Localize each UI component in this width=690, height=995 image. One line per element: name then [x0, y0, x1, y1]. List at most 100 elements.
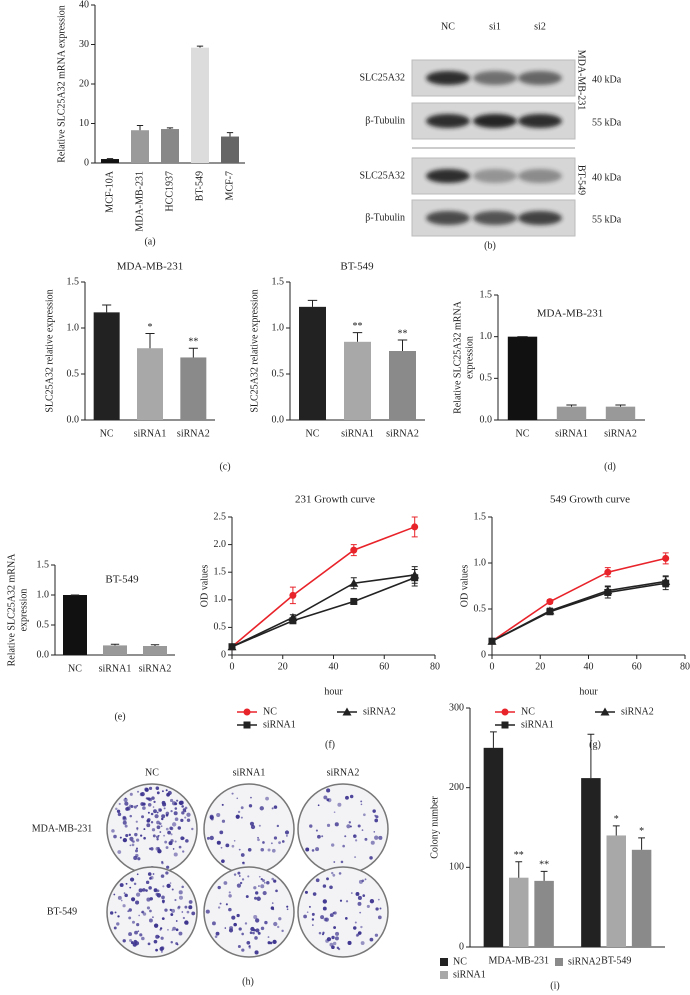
colony — [147, 802, 152, 807]
colony — [117, 915, 120, 918]
colony — [128, 833, 131, 836]
colony — [147, 942, 151, 946]
colony — [135, 838, 140, 842]
error-bar — [587, 733, 595, 779]
legend-label: NC — [453, 956, 467, 967]
y-tick-label: 100 — [449, 862, 464, 873]
colony — [351, 892, 353, 894]
x-tick-label: MDA-MB-231 — [488, 955, 549, 966]
colony — [286, 905, 289, 908]
colony — [174, 898, 177, 902]
colony — [221, 859, 225, 864]
colony — [255, 928, 260, 933]
colony — [233, 840, 236, 842]
colony — [165, 789, 168, 792]
x-tick-label: MCF-7 — [224, 171, 235, 200]
colony — [120, 899, 123, 902]
error-bar — [515, 861, 523, 878]
colony — [141, 815, 145, 819]
size-label: 40 kDa — [592, 172, 622, 183]
bar — [507, 336, 538, 420]
error-bar — [397, 339, 408, 351]
colony — [182, 808, 187, 812]
blot-band — [473, 114, 517, 128]
colony — [148, 886, 152, 890]
colony — [257, 931, 261, 935]
colony — [165, 871, 169, 875]
colony — [317, 804, 320, 807]
blot-band — [473, 169, 517, 183]
y-axis-label: expression — [464, 336, 475, 379]
significance-label: ** — [539, 860, 549, 871]
colony — [273, 921, 278, 927]
y-tick-label: 30 — [79, 39, 89, 50]
colony — [125, 833, 129, 838]
x-axis-label: hour — [579, 686, 598, 697]
colony — [286, 908, 289, 911]
significance-label: ** — [398, 328, 408, 339]
blot-band — [473, 211, 517, 225]
marker — [661, 576, 671, 585]
y-axis-label: OD values — [459, 565, 470, 608]
marker — [410, 570, 420, 579]
colony — [150, 821, 154, 824]
colony — [329, 885, 333, 890]
bar — [483, 747, 504, 947]
colony — [174, 817, 179, 821]
colony — [249, 821, 255, 826]
colony — [206, 836, 210, 840]
colony — [148, 786, 153, 790]
colony — [331, 935, 335, 940]
colony — [326, 788, 331, 793]
colony — [374, 933, 379, 937]
colony — [169, 826, 173, 830]
colony — [129, 844, 132, 847]
colony — [136, 873, 139, 876]
y-tick-label: 0.5 — [474, 603, 487, 614]
colony — [143, 828, 146, 831]
colony — [142, 806, 146, 810]
colony — [182, 850, 185, 853]
colony — [240, 853, 245, 857]
blot-band — [518, 71, 562, 85]
colony — [170, 940, 173, 944]
colony — [129, 792, 133, 796]
colony — [186, 818, 191, 822]
colony — [377, 915, 382, 920]
x-axis-label: hour — [324, 686, 343, 697]
y-axis-label: Relative SLC25A32 mRNA expression — [56, 5, 67, 163]
chart-title: BT-549 — [105, 574, 139, 586]
legend-label: siRNA2 — [621, 706, 654, 717]
panel-label: (h) — [242, 976, 254, 987]
colony — [118, 802, 121, 806]
colony — [163, 807, 166, 810]
colony — [161, 899, 165, 903]
colony — [156, 811, 159, 814]
colony — [250, 926, 255, 932]
colony — [360, 941, 365, 945]
dish — [203, 783, 295, 875]
x-tick-label: siRNA1 — [555, 428, 588, 439]
error-bar — [226, 132, 234, 137]
colony — [181, 805, 184, 808]
colony — [369, 899, 375, 904]
legend-marker — [501, 721, 509, 729]
colony — [149, 875, 154, 880]
row-label: MDA-MB-231 — [32, 823, 93, 834]
y-tick-label: 1.0 — [214, 594, 227, 605]
colony — [161, 817, 164, 821]
blot-band — [426, 211, 470, 225]
colony — [141, 936, 145, 941]
colony — [152, 916, 154, 919]
x-tick-label: 40 — [584, 661, 594, 672]
legend-label: siRNA1 — [263, 719, 296, 730]
colony — [220, 846, 223, 849]
x-tick-label: siRNA1 — [341, 428, 374, 439]
marker — [604, 568, 612, 576]
colony — [137, 930, 140, 933]
colony — [161, 860, 164, 864]
colony — [322, 906, 327, 911]
colony — [250, 824, 256, 830]
colony — [161, 895, 165, 900]
colony — [146, 819, 151, 823]
